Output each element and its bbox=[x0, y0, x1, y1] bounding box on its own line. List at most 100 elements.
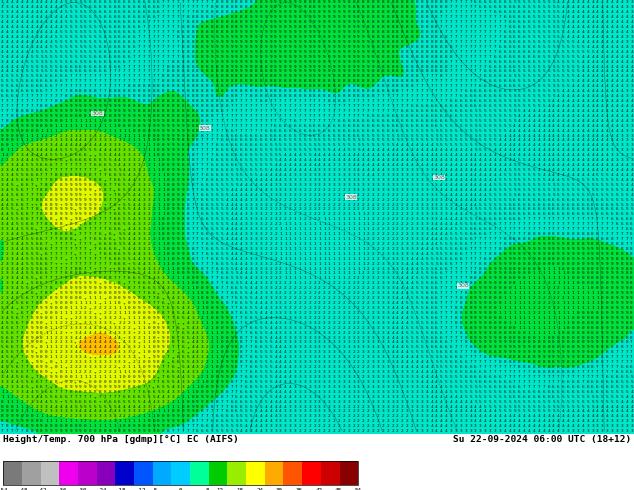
Text: 6: 6 bbox=[581, 212, 584, 217]
Text: 3: 3 bbox=[455, 415, 457, 418]
Text: 8: 8 bbox=[455, 306, 457, 310]
Text: 7: 7 bbox=[445, 79, 448, 83]
Text: 3: 3 bbox=[264, 429, 267, 433]
Text: 7: 7 bbox=[567, 375, 569, 379]
Text: 6: 6 bbox=[440, 104, 443, 108]
Text: 6: 6 bbox=[250, 375, 252, 379]
Text: 7: 7 bbox=[103, 227, 106, 231]
Text: 2: 2 bbox=[157, 188, 160, 192]
Text: 9: 9 bbox=[328, 50, 330, 54]
Text: 8: 8 bbox=[65, 99, 67, 103]
Text: 6: 6 bbox=[572, 202, 574, 206]
Text: 1: 1 bbox=[21, 139, 23, 143]
Text: 8: 8 bbox=[181, 60, 184, 64]
Text: 8: 8 bbox=[201, 35, 204, 39]
Text: 9: 9 bbox=[172, 237, 174, 241]
Text: 4: 4 bbox=[572, 168, 574, 172]
Text: 5: 5 bbox=[36, 50, 38, 54]
Text: 4: 4 bbox=[411, 281, 413, 285]
Text: 1: 1 bbox=[557, 331, 560, 335]
Text: 7: 7 bbox=[191, 207, 194, 211]
Text: 5: 5 bbox=[11, 212, 13, 217]
Text: 2: 2 bbox=[152, 252, 155, 256]
Text: 4: 4 bbox=[40, 30, 42, 34]
Text: 3: 3 bbox=[304, 355, 306, 359]
Text: 9: 9 bbox=[264, 15, 267, 19]
Text: 5: 5 bbox=[621, 183, 623, 187]
Text: +: + bbox=[128, 262, 131, 266]
Text: 5: 5 bbox=[474, 212, 477, 217]
Text: 7: 7 bbox=[177, 50, 179, 54]
Text: 9: 9 bbox=[211, 55, 214, 59]
Text: 8: 8 bbox=[201, 128, 204, 133]
Text: 3: 3 bbox=[299, 390, 301, 394]
Text: 7: 7 bbox=[157, 35, 160, 39]
Text: 7: 7 bbox=[60, 276, 62, 280]
Text: 4: 4 bbox=[74, 139, 77, 143]
Text: 9: 9 bbox=[264, 10, 267, 14]
Text: 9: 9 bbox=[362, 40, 365, 44]
Text: 4: 4 bbox=[191, 355, 194, 359]
Text: 6: 6 bbox=[181, 336, 184, 340]
Text: 7: 7 bbox=[25, 94, 28, 98]
Text: 2: 2 bbox=[342, 326, 345, 330]
Text: 0: 0 bbox=[572, 326, 574, 330]
Text: 4: 4 bbox=[411, 148, 413, 152]
Text: 8: 8 bbox=[401, 70, 404, 74]
Text: 7: 7 bbox=[338, 109, 340, 113]
Text: 7: 7 bbox=[60, 163, 62, 167]
Text: 8: 8 bbox=[406, 40, 408, 44]
Text: 5: 5 bbox=[221, 207, 223, 211]
Text: 0: 0 bbox=[552, 252, 555, 256]
Text: 5: 5 bbox=[74, 25, 77, 29]
Text: 3: 3 bbox=[338, 405, 340, 409]
Text: 3: 3 bbox=[377, 331, 379, 335]
Text: 6: 6 bbox=[99, 158, 101, 162]
Text: 6: 6 bbox=[40, 385, 42, 389]
Text: 4: 4 bbox=[557, 153, 560, 157]
Text: 1: 1 bbox=[11, 144, 13, 147]
Text: 9: 9 bbox=[240, 65, 243, 69]
Text: 4: 4 bbox=[89, 144, 91, 147]
Text: 4: 4 bbox=[30, 25, 33, 29]
Text: 5: 5 bbox=[518, 163, 521, 167]
Text: 4: 4 bbox=[289, 370, 292, 374]
Text: 1: 1 bbox=[55, 419, 58, 423]
Text: 7: 7 bbox=[592, 375, 594, 379]
Text: 9: 9 bbox=[157, 341, 160, 344]
Text: 0: 0 bbox=[586, 336, 589, 340]
Text: 7: 7 bbox=[581, 380, 584, 384]
Text: 8: 8 bbox=[357, 5, 359, 9]
Text: 1: 1 bbox=[557, 267, 560, 270]
Text: 7: 7 bbox=[84, 79, 87, 83]
Text: 9: 9 bbox=[65, 429, 67, 433]
Text: 7: 7 bbox=[255, 123, 257, 128]
Text: -42: -42 bbox=[37, 489, 48, 490]
Text: 2: 2 bbox=[60, 321, 62, 325]
Text: 3: 3 bbox=[294, 370, 296, 374]
Text: 4: 4 bbox=[1, 50, 4, 54]
Text: 7: 7 bbox=[533, 227, 535, 231]
Text: 7: 7 bbox=[294, 114, 296, 118]
Text: 2: 2 bbox=[304, 296, 306, 300]
Text: 4: 4 bbox=[494, 410, 496, 414]
Text: 5: 5 bbox=[123, 247, 126, 251]
Text: 9: 9 bbox=[342, 70, 345, 74]
Text: 4: 4 bbox=[562, 119, 565, 122]
Text: 9: 9 bbox=[60, 212, 62, 217]
Text: 5: 5 bbox=[611, 390, 613, 394]
Text: 3: 3 bbox=[416, 207, 418, 211]
Text: 0: 0 bbox=[45, 424, 48, 428]
Text: 8: 8 bbox=[196, 15, 199, 19]
Text: 7: 7 bbox=[513, 370, 516, 374]
Text: 8: 8 bbox=[445, 60, 448, 64]
Text: 2: 2 bbox=[543, 291, 545, 295]
Text: 6: 6 bbox=[533, 60, 535, 64]
Text: 5: 5 bbox=[347, 144, 350, 147]
Text: 8: 8 bbox=[508, 355, 511, 359]
Text: 2: 2 bbox=[318, 301, 321, 305]
Text: Height/Temp. 700 hPa [gdmp][°C] EC (AIFS): Height/Temp. 700 hPa [gdmp][°C] EC (AIFS… bbox=[3, 435, 239, 444]
Text: 9: 9 bbox=[284, 50, 287, 54]
Text: 4: 4 bbox=[606, 35, 609, 39]
Text: 8: 8 bbox=[123, 89, 126, 93]
